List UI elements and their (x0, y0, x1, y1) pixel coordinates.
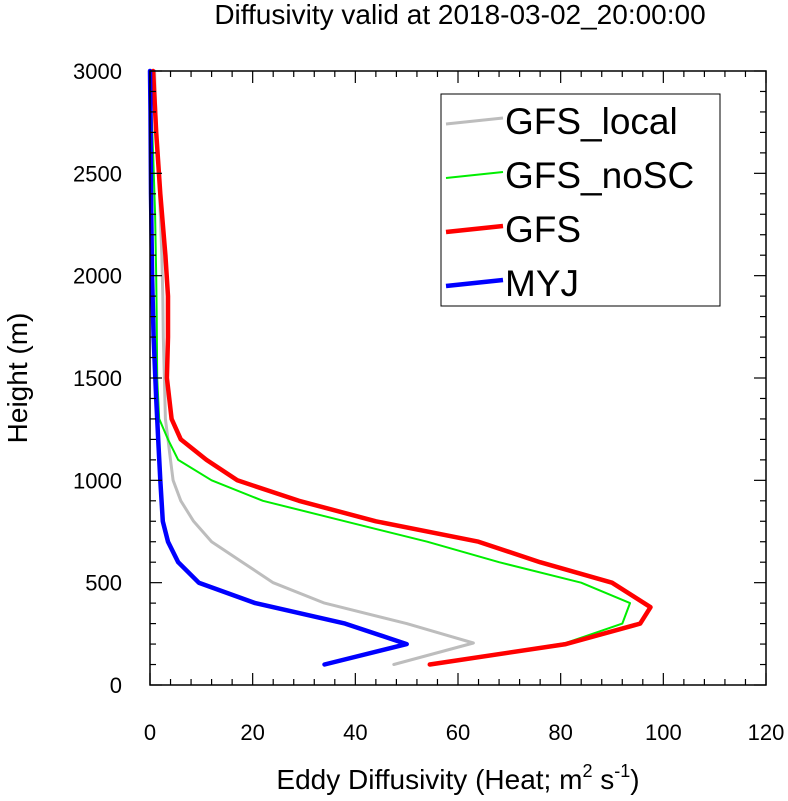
x-axis-label: Eddy Diffusivity (Heat; m2 s-1) (276, 761, 639, 795)
y-tick-label: 3000 (73, 59, 122, 84)
series-line-myj (147, 68, 409, 667)
chart-title: Diffusivity valid at 2018-03-02_20:00:00 (214, 0, 705, 30)
series-line-gfs-nosc (149, 70, 631, 666)
legend-label-gfs-local: GFS_local (505, 101, 678, 142)
x-tick-label: 120 (748, 720, 785, 745)
x-tick-label: 80 (548, 720, 572, 745)
x-tick-label: 100 (645, 720, 682, 745)
legend-swatch-gfs-nosc (445, 171, 504, 179)
legend: GFS_local GFS_noSC GFS MYJ (445, 101, 694, 304)
legend-swatch-gfs (445, 223, 504, 235)
legend-label-gfs-nosc: GFS_noSC (505, 155, 694, 196)
y-tick-label: 1500 (73, 366, 122, 391)
legend-label-myj: MYJ (505, 263, 579, 304)
y-axis-label: Height (m) (2, 313, 33, 444)
x-axis-label-sup1: 2 (582, 761, 592, 781)
legend-swatch-myj (445, 277, 504, 289)
y-tick-label: 2500 (73, 161, 122, 186)
y-tick-label: 2000 (73, 264, 122, 289)
ticks-layer: 0 20 40 60 80 100 120 0 500 1000 1500 2000 2500 3000 (73, 59, 784, 745)
x-tick-label: 60 (446, 720, 470, 745)
x-tick-label: 0 (144, 720, 156, 745)
x-tick-label: 20 (240, 720, 264, 745)
legend-box (440, 93, 721, 307)
x-tick-label: 40 (343, 720, 367, 745)
legend-label-gfs: GFS (505, 209, 581, 250)
y-tick-label: 1000 (73, 468, 122, 493)
series-line-gfs (150, 68, 653, 667)
x-axis-label-end: ) (630, 764, 639, 795)
y-tick-label: 0 (110, 673, 122, 698)
series-line-gfs-local (153, 69, 475, 666)
x-axis-label-sup2: -1 (614, 761, 630, 781)
x-axis-label-mid: s (592, 764, 614, 795)
y-tick-label: 500 (85, 571, 122, 596)
legend-swatch-gfs-local (445, 116, 504, 126)
x-axis-label-main: Eddy Diffusivity (Heat; m (276, 764, 582, 795)
